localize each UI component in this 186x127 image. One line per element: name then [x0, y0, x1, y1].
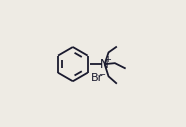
Text: −: − [98, 70, 105, 79]
Text: Br: Br [91, 73, 103, 83]
Text: +: + [104, 55, 111, 64]
Text: N: N [100, 58, 109, 71]
